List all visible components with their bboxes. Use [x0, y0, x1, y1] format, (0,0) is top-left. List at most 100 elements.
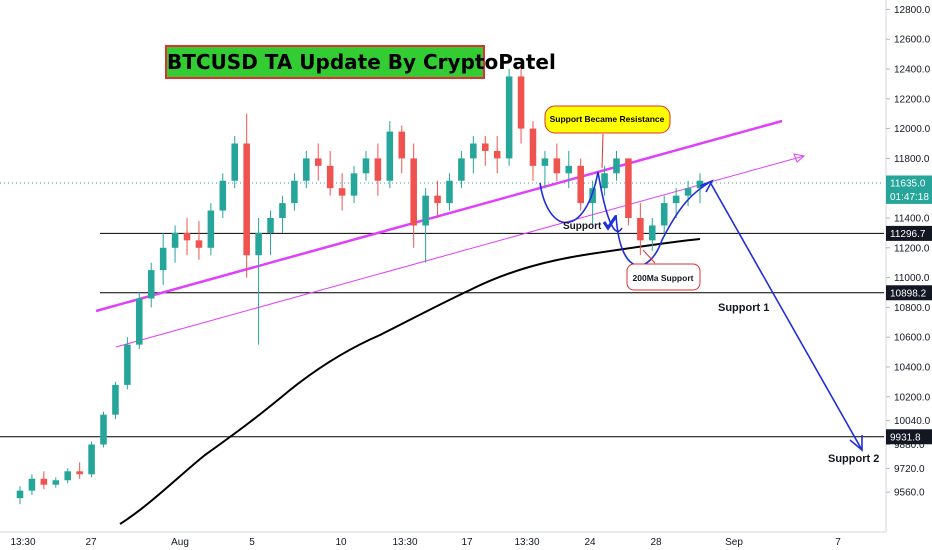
candle-body — [362, 158, 370, 174]
candle-body — [505, 76, 513, 159]
candle-body — [267, 218, 274, 233]
candle-body — [338, 188, 346, 196]
candle-body — [159, 247, 167, 271]
candle-body — [207, 210, 215, 248]
support-resistance-text: Support Became Resistance — [550, 114, 665, 124]
price-tag-box — [886, 285, 932, 301]
candle-body — [446, 180, 453, 204]
candle-body — [350, 173, 358, 196]
price-axis[interactable]: 9560.09720.09880.010040.010200.010400.01… — [885, 0, 931, 532]
price-tags: 11635.0 01:47:18 11296.7 10898.2 9931.8 — [886, 175, 932, 445]
price-tick-label: 11800.0 — [894, 154, 930, 165]
candlesticks — [16, 61, 704, 505]
ma-support-text: 200Ma Support — [633, 273, 694, 283]
support-levels — [0, 182, 884, 438]
candle-body — [684, 188, 692, 196]
ma-support-callout — [626, 263, 701, 291]
time-tick-label: 13:30 — [392, 537, 417, 548]
time-tick-label: 13:30 — [10, 537, 35, 548]
candle-body — [398, 131, 406, 159]
price-tag-box — [886, 225, 932, 241]
time-tick-label: 27 — [85, 537, 97, 548]
time-tick-label: 28 — [650, 537, 662, 548]
candle-body — [291, 180, 298, 204]
candle-body — [470, 143, 477, 159]
candle-body — [16, 490, 24, 499]
candle-body — [255, 232, 262, 256]
candle-body — [40, 478, 48, 485]
candle-body — [481, 143, 489, 151]
ma200-line — [119, 238, 701, 525]
support-2-label: Support 2 — [828, 453, 879, 465]
support-text: Support — [563, 221, 602, 232]
support-1-label: Support 1 — [718, 302, 769, 314]
candle-body — [541, 158, 549, 166]
candle-body — [303, 158, 310, 181]
pattern-annotations: Support Became Resistance Support 200Ma … — [539, 105, 879, 465]
price-tick-label: 9880.0 — [894, 440, 925, 451]
candle-body — [314, 158, 322, 166]
candle-body — [660, 203, 668, 226]
price-tag-box — [886, 429, 932, 445]
channel-arrow-head — [793, 153, 806, 163]
price-tick-label: 10600.0 — [894, 333, 931, 344]
time-tick-label: Sep — [725, 537, 743, 548]
price-tick-label: 9560.0 — [894, 488, 925, 499]
callout-pointer — [601, 133, 604, 169]
candle-body — [374, 158, 382, 181]
ma-callout-pointer — [642, 249, 656, 264]
price-tick-label: 11400.0 — [894, 214, 930, 225]
projection-line — [709, 181, 863, 451]
candle-body — [458, 158, 465, 181]
candle-body — [422, 195, 429, 226]
check-mark-icon — [602, 215, 618, 231]
price-tick-label: 10800.0 — [894, 303, 931, 314]
candle-body — [231, 143, 239, 181]
price-tick-label: 12200.0 — [894, 94, 931, 105]
candle-body — [136, 298, 143, 345]
candle-body — [637, 218, 644, 241]
candle-body — [219, 180, 227, 211]
candle-body — [279, 203, 286, 218]
candle-body — [696, 180, 704, 189]
price-tick-label: 9720.0 — [894, 464, 925, 475]
cup-curve — [615, 181, 711, 267]
candle-body — [493, 150, 501, 159]
candle-body — [28, 478, 36, 491]
time-tick-label: 5 — [249, 537, 255, 548]
price-tick-label: 11200.0 — [894, 243, 930, 254]
price-tag-box — [886, 175, 932, 191]
candle-body — [326, 165, 334, 189]
price-tick-label: 12000.0 — [894, 124, 931, 135]
head-shoulder-curve — [539, 171, 623, 233]
price-tick-label: 12400.0 — [894, 65, 931, 76]
candle-body — [88, 444, 95, 475]
price-tag-label: 11296.7 — [890, 229, 926, 240]
candle-body — [100, 414, 107, 445]
candle-body — [625, 158, 632, 218]
time-axis[interactable]: 13:30 27 Aug 5 10 13:30 17 13:30 24 28 Sep 7 — [0, 531, 886, 548]
price-tick-label: 11000.0 — [894, 273, 930, 284]
candle-body — [589, 188, 596, 204]
candle-body — [434, 195, 441, 204]
candle-body — [649, 225, 656, 241]
candle-body — [171, 232, 179, 248]
price-tag-label: 11635.0 — [890, 178, 926, 189]
price-tick-label: 12800.0 — [894, 5, 931, 16]
projection-arrow-head — [849, 435, 863, 452]
candle-body — [672, 195, 680, 204]
price-tag-label: 9931.8 — [890, 432, 921, 443]
candle-body — [124, 344, 131, 385]
time-tick-label: 17 — [461, 537, 473, 548]
ma200 — [119, 238, 701, 525]
candle-body — [112, 384, 119, 415]
price-tick-label: 12600.0 — [894, 35, 931, 46]
candle-body — [386, 131, 394, 181]
candle-body — [183, 232, 191, 241]
candle-body — [195, 240, 203, 248]
time-tick-label: Aug — [171, 537, 189, 548]
time-tick-label: 13:30 — [514, 537, 539, 548]
candle-body — [243, 143, 250, 256]
time-tick-label: 10 — [335, 537, 347, 548]
